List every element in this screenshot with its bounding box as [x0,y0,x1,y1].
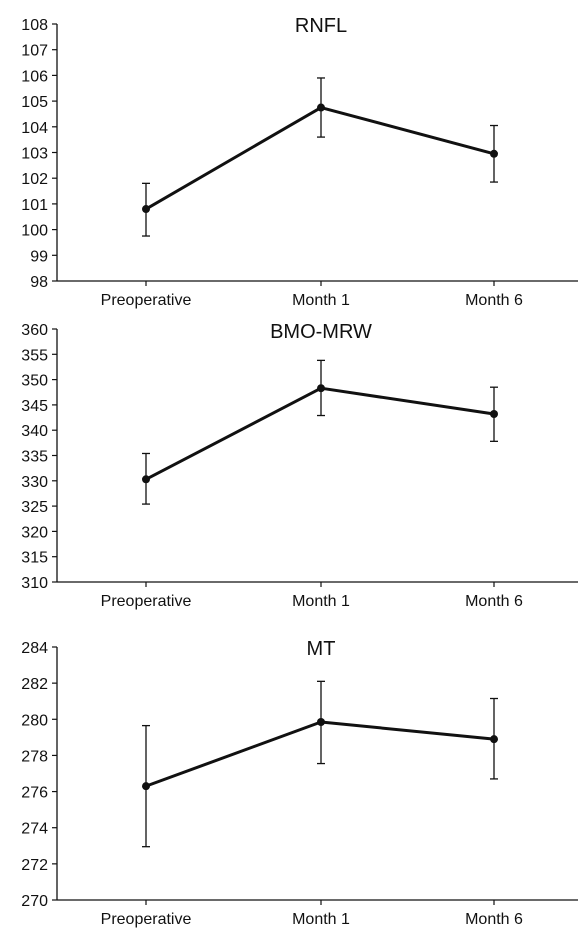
x-tick-label: Preoperative [101,593,192,610]
y-tick-label: 282 [21,676,48,693]
data-point-month-1 [317,103,325,112]
x-tick-label: Month 6 [465,292,523,309]
y-tick-label: 106 [21,68,48,85]
chart-panel-rnfl: RNFL 98 99 100 101 102 103 104 105 106 107 108 Preop… [21,15,578,309]
data-point-preoperative [142,475,150,484]
y-tick-label: 98 [30,274,48,291]
y-tick-label: 315 [21,550,48,567]
y-tick-label: 310 [21,575,48,592]
y-tick-label: 270 [21,893,48,910]
data-point-month-1 [317,384,325,393]
chart-panel-mt: MT 270 272 274 276 278 280 282 284 Preoperative Mo… [21,638,578,928]
data-point-month-6 [490,735,498,744]
y-tick-label: 108 [21,17,48,34]
data-point-preoperative [142,205,150,214]
x-tick-label: Preoperative [101,292,192,309]
y-tick-label: 272 [21,857,48,874]
y-tick-label: 340 [21,423,48,440]
series-line-mt [145,720,495,788]
x-tick-label: Month 1 [292,593,350,610]
y-tick-label: 102 [21,171,48,188]
y-tick-label: 278 [21,748,48,765]
chart-title: MT [307,638,336,660]
x-tick-label: Month 6 [465,911,523,928]
x-tick-label: Month 1 [292,911,350,928]
y-tick-label: 101 [21,197,48,214]
y-tick-label: 345 [21,398,48,415]
y-tick-label: 280 [21,712,48,729]
x-tick-label: Month 1 [292,292,350,309]
chart-panel-bmo-mrw: BMO-MRW 310 315 320 325 330 335 340 345 350 355 360… [21,321,578,610]
series-line-rnfl [145,106,495,211]
y-tick-label: 350 [21,373,48,390]
y-tick-label: 355 [21,347,48,364]
y-tick-label: 274 [21,821,48,838]
chart-title: RNFL [295,15,347,37]
y-tick-label: 330 [21,474,48,491]
y-tick-label: 360 [21,322,48,339]
y-tick-label: 325 [21,499,48,516]
y-tick-label: 100 [21,223,48,240]
chart-title: BMO-MRW [270,321,372,343]
y-tick-label: 99 [30,248,48,265]
y-tick-label: 284 [21,640,48,657]
y-tick-label: 104 [21,120,48,137]
y-tick-label: 335 [21,449,48,466]
series-line-bmo-mrw [145,386,495,481]
y-tick-label: 320 [21,524,48,541]
y-tick-label: 107 [21,43,48,60]
data-point-month-6 [490,410,498,419]
y-tick-label: 276 [21,785,48,802]
data-point-month-1 [317,717,325,726]
x-tick-label: Preoperative [101,911,192,928]
y-tick-label: 105 [21,94,48,111]
data-point-preoperative [142,782,150,791]
data-point-month-6 [490,149,498,158]
x-tick-label: Month 6 [465,593,523,610]
y-tick-label: 103 [21,146,48,163]
